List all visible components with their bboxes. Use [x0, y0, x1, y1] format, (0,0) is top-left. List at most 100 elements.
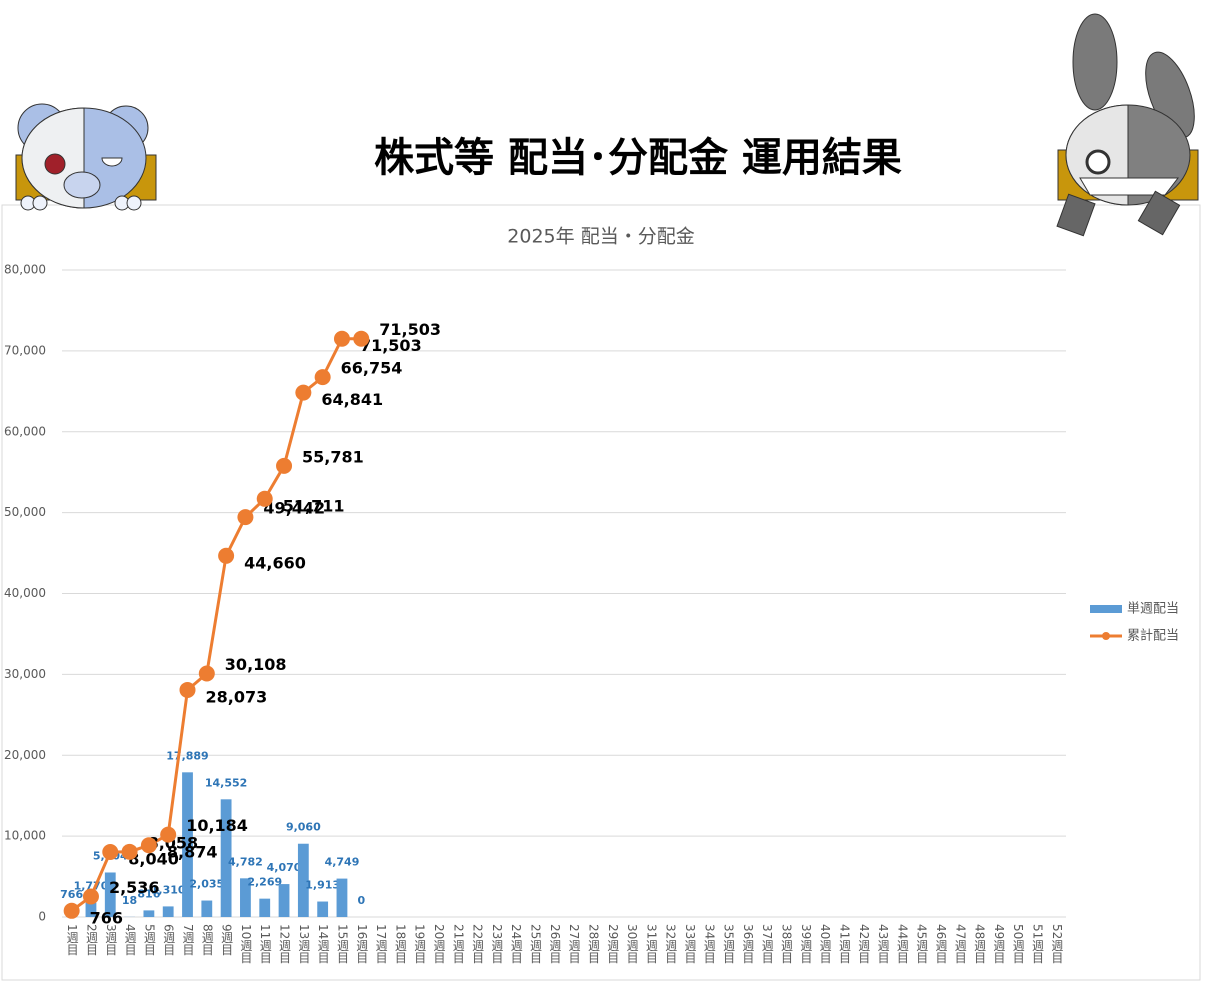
x-tick-label: 21週目	[451, 924, 465, 963]
legend-label: 累計配当	[1127, 628, 1179, 644]
x-tick-label: 30週目	[625, 924, 639, 963]
x-tick-label: 3週目	[104, 924, 118, 956]
line-value-label: 55,781	[302, 447, 364, 466]
x-tick-label: 50週目	[1011, 924, 1025, 963]
x-tick-label: 8週目	[200, 924, 214, 956]
line-marker	[121, 843, 138, 860]
x-tick-label: 36週目	[741, 924, 755, 963]
x-tick-label: 31週目	[644, 924, 658, 963]
line-value-label: 44,660	[244, 553, 306, 572]
line-value-label: 766	[90, 908, 123, 927]
x-tick-label: 19週目	[413, 924, 427, 963]
line-value-label: 8,874	[167, 843, 218, 862]
line-value-label: 49,442	[263, 499, 325, 518]
x-tick-label: 29週目	[606, 924, 620, 963]
line-value-label: 71,503	[360, 336, 422, 355]
bar	[85, 902, 97, 917]
rabbit-mascot	[1056, 13, 1199, 237]
line-value-label: 51,711	[283, 496, 345, 515]
bar-value-label: 4,070	[267, 861, 302, 874]
y-tick-label: 30,000	[4, 667, 46, 681]
x-tick-label: 25週目	[529, 924, 543, 963]
x-tick-label: 39週目	[799, 924, 813, 963]
x-tick-label: 11週目	[258, 924, 272, 963]
bar	[240, 878, 251, 917]
x-tick-label: 49週目	[992, 924, 1006, 963]
y-tick-label: 80,000	[4, 263, 46, 277]
line-marker	[237, 509, 254, 526]
x-tick-label: 34週目	[702, 924, 716, 963]
bear-mascot	[15, 103, 157, 211]
bar-value-label: 14,552	[205, 776, 247, 789]
x-tick-label: 37週目	[760, 924, 774, 963]
x-tick-label: 46週目	[934, 924, 948, 963]
x-tick-label: 13週目	[297, 924, 311, 963]
y-tick-label: 60,000	[4, 424, 46, 438]
line-marker	[198, 665, 215, 682]
x-tick-label: 18週目	[393, 924, 407, 963]
x-tick-label: 1週目	[65, 924, 79, 956]
bar	[104, 872, 116, 917]
x-tick-label: 27週目	[567, 924, 581, 963]
x-tick-label: 35週目	[722, 924, 736, 963]
x-tick-label: 15週目	[335, 924, 349, 963]
x-tick-label: 43週目	[876, 924, 890, 963]
x-tick-label: 14週目	[316, 924, 330, 963]
line-value-label: 66,754	[341, 359, 403, 378]
x-tick-label: 4週目	[123, 924, 137, 956]
bar	[278, 884, 290, 917]
x-tick-label: 42週目	[857, 924, 871, 963]
x-tick-label: 26週目	[548, 924, 562, 963]
y-tick-label: 40,000	[4, 586, 46, 600]
line-marker	[179, 681, 196, 698]
line-marker	[82, 888, 99, 905]
x-tick-label: 6週目	[162, 924, 176, 956]
x-tick-label: 48週目	[973, 924, 987, 963]
chart-title: 2025年 配当・分配金	[507, 226, 694, 248]
bar	[317, 901, 329, 917]
x-tick-label: 38週目	[780, 924, 794, 963]
bar	[336, 878, 348, 917]
page-title: 株式等 配当･分配金 運用結果	[374, 135, 902, 181]
bar-value-label: 2,035	[189, 878, 224, 891]
chart-frame	[1, 204, 1201, 981]
line-marker	[218, 547, 235, 564]
bar	[297, 843, 309, 917]
bar	[182, 772, 193, 917]
y-tick-label: 20,000	[4, 748, 46, 762]
line-marker	[63, 902, 80, 919]
x-tick-label: 44週目	[895, 924, 909, 963]
bar-value-label: 1,770	[74, 880, 109, 893]
x-tick-label: 33週目	[683, 924, 697, 963]
y-tick-label: 0	[38, 910, 46, 924]
line-value-label: 64,841	[321, 390, 383, 409]
line-value-label: 8,040	[128, 849, 179, 868]
x-tick-label: 52週目	[1050, 924, 1064, 963]
bar	[162, 906, 174, 917]
line	[70, 337, 362, 913]
line-value-label: 10,184	[186, 816, 248, 835]
x-tick-label: 47週目	[953, 924, 967, 963]
x-tick-label: 24週目	[509, 924, 523, 963]
bar-value-label: 18	[122, 894, 137, 907]
legend-label: 単週配当	[1127, 601, 1179, 617]
bar-value-label: 2,269	[247, 876, 282, 889]
line-value-label: 30,108	[225, 655, 287, 674]
line-value-label: 8,058	[148, 833, 199, 852]
x-tick-label: 7週目	[181, 924, 195, 956]
legend-swatch	[1090, 605, 1122, 613]
bar	[201, 900, 213, 917]
bar-value-label: 766	[60, 888, 83, 901]
x-tick-label: 5週目	[142, 924, 156, 956]
bar-value-label: 816	[137, 887, 160, 900]
bar-value-label: 0	[357, 894, 365, 907]
y-tick-label: 10,000	[4, 829, 46, 843]
x-tick-label: 51週目	[1031, 924, 1045, 963]
x-tick-label: 32週目	[664, 924, 678, 963]
line-marker	[102, 843, 119, 860]
x-tick-label: 10週目	[239, 924, 253, 963]
x-tick-label: 41週目	[837, 924, 851, 963]
line-marker	[353, 330, 370, 347]
x-tick-label: 45週目	[915, 924, 929, 963]
line-marker	[276, 457, 293, 474]
